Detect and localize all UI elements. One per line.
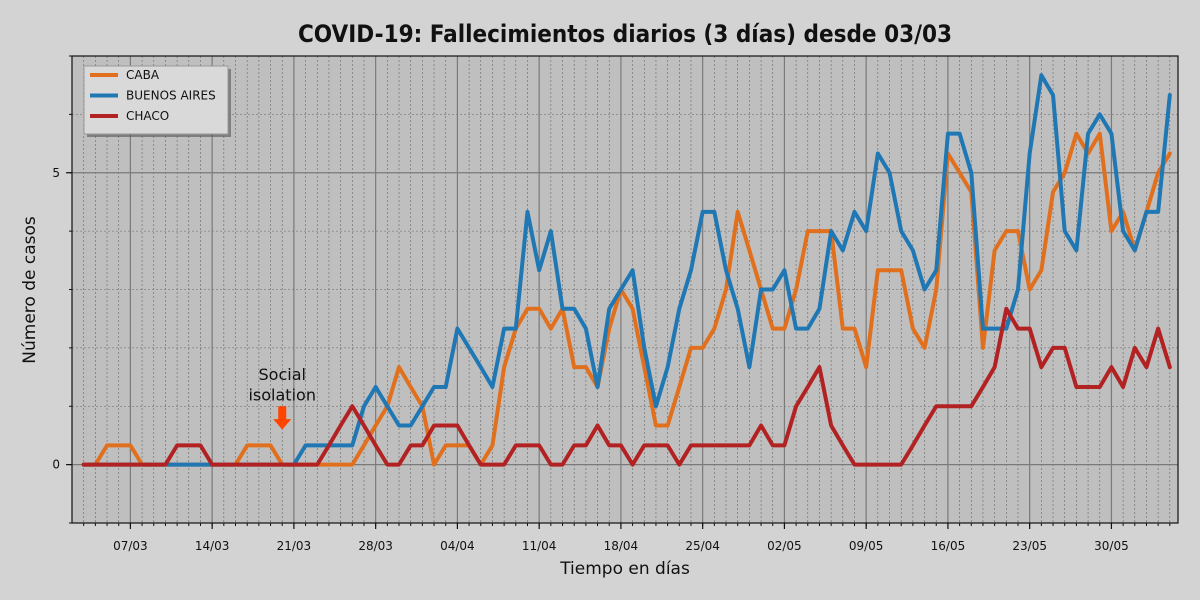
x-tick-label: 21/03 <box>277 539 312 553</box>
series-line-chaco <box>81 306 1172 467</box>
x-tick-label: 30/05 <box>1094 539 1129 553</box>
x-tick-label: 14/03 <box>195 539 230 553</box>
annotation-line-2: isolation <box>248 385 315 404</box>
annotation-arrow-icon <box>273 406 292 430</box>
x-tick-label: 09/05 <box>849 539 884 553</box>
y-tick-label: 0 <box>52 458 60 472</box>
chart-title: COVID-19: Fallecimientos diarios (3 días… <box>298 20 952 48</box>
x-tick-label: 23/05 <box>1012 539 1047 553</box>
x-axis-label: Tiempo en días <box>559 559 690 579</box>
legend-box <box>83 65 229 135</box>
legend-label: CHACO <box>126 109 169 123</box>
legend-label: BUENOS AIRES <box>126 89 216 103</box>
y-tick-label: 5 <box>52 166 60 180</box>
axis-ticks: 07/03 14/03 21/03 28/03 04/04 11/04 18/04 25/04… <box>52 55 1171 553</box>
x-tick-label: 02/05 <box>767 539 802 553</box>
x-tick-label: 16/05 <box>931 539 966 553</box>
series-lines <box>81 73 1172 467</box>
x-tick-label: 07/03 <box>113 539 148 553</box>
series-line-caba <box>81 131 1172 467</box>
x-tick-label: 28/03 <box>358 539 393 553</box>
legend: CABA BUENOS AIRES CHACO <box>83 65 231 137</box>
annotation-line-1: Social <box>259 365 306 384</box>
annotation: Social isolation <box>248 365 316 430</box>
y-axis-label: Número de casos <box>20 216 40 364</box>
x-tick-label: 11/04 <box>522 539 557 553</box>
x-tick-label: 25/04 <box>685 539 720 553</box>
x-tick-label: 18/04 <box>604 539 639 553</box>
x-tick-label: 04/04 <box>440 539 475 553</box>
legend-label: CABA <box>126 68 160 82</box>
